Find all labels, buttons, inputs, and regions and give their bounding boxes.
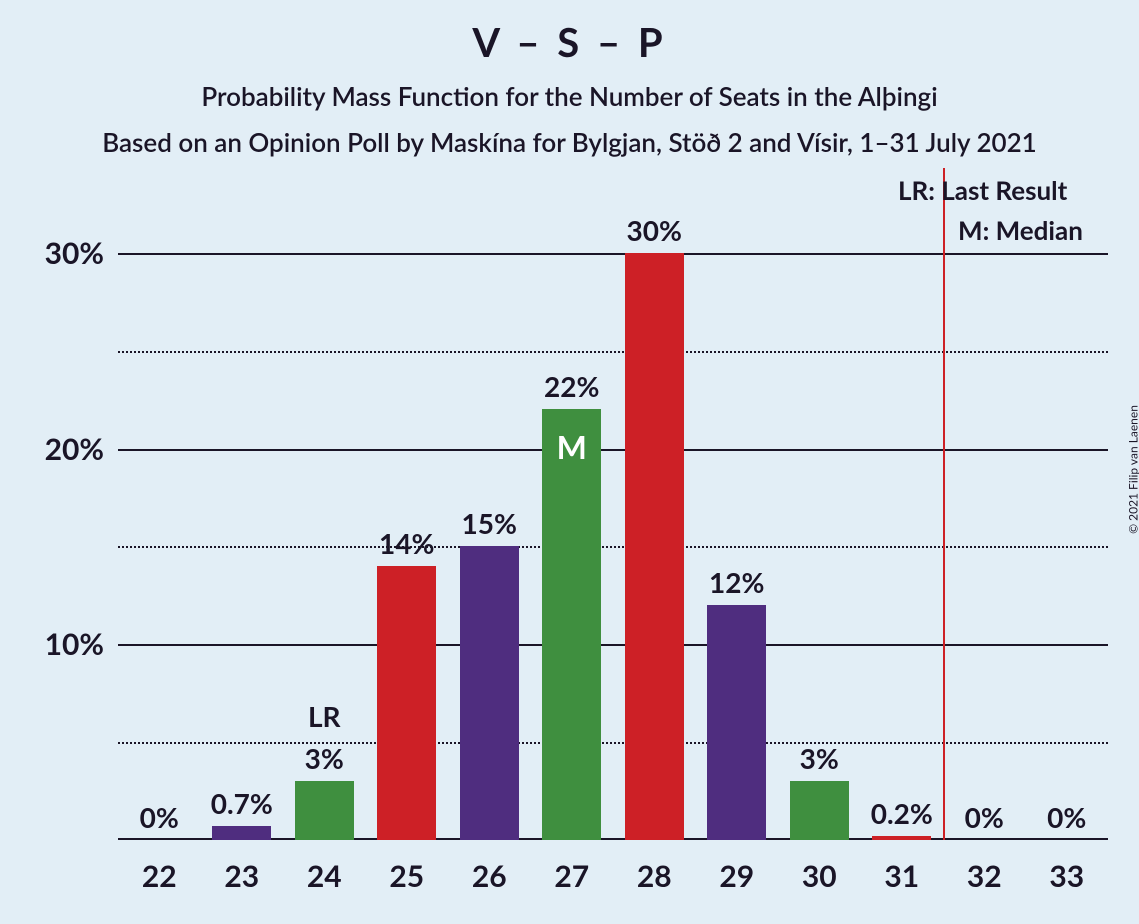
x-tick-label: 27 (554, 840, 589, 894)
last-result-label: LR (308, 699, 341, 733)
x-tick-label: 30 (802, 840, 837, 894)
bar (460, 546, 519, 840)
chart-title: V – S – P (0, 18, 1139, 66)
x-tick-label: 33 (1049, 840, 1084, 894)
bar (707, 605, 766, 840)
y-tick-label: 20% (45, 431, 118, 467)
x-tick-label: 31 (884, 840, 919, 894)
bar-value-label: 0.7% (211, 786, 273, 820)
gridline-minor (118, 546, 1108, 548)
y-tick-label: 30% (45, 235, 118, 271)
bar-value-label: 3% (305, 741, 344, 775)
plot-area: 10%20%30%2223242526272829303132330%0.7%3… (118, 204, 1108, 840)
bar-value-label: 22% (544, 369, 599, 403)
x-tick-label: 24 (307, 840, 342, 894)
bar-value-label: 14% (379, 526, 434, 560)
x-tick-label: 26 (472, 840, 507, 894)
x-tick-label: 32 (967, 840, 1002, 894)
bar (377, 566, 436, 840)
bar-value-label: 0.2% (871, 796, 933, 830)
gridline-major (118, 449, 1108, 451)
gridline-minor (118, 351, 1108, 353)
bar-value-label: 3% (800, 741, 839, 775)
bar (212, 826, 271, 840)
bar (872, 836, 931, 840)
bar (625, 253, 684, 840)
x-tick-label: 25 (389, 840, 424, 894)
bar-value-label: 0% (1047, 800, 1086, 834)
median-label: M (557, 427, 587, 466)
majority-line (943, 168, 945, 840)
gridline-major (118, 644, 1108, 646)
bar-value-label: 0% (140, 800, 179, 834)
y-tick-label: 10% (45, 626, 118, 662)
legend-last-result: LR: Last Result (898, 174, 1067, 206)
x-tick-label: 22 (142, 840, 177, 894)
gridline-minor (118, 742, 1108, 744)
bar-value-label: 15% (462, 506, 517, 540)
copyright-text: © 2021 Filip van Laenen (1126, 405, 1139, 534)
bar-value-label: 0% (965, 800, 1004, 834)
legend-median: M: Median (958, 214, 1083, 246)
chart-container: V – S – P Probability Mass Function for … (0, 0, 1139, 924)
x-tick-label: 28 (637, 840, 672, 894)
bar (295, 781, 354, 840)
bar-value-label: 30% (627, 213, 682, 247)
x-tick-label: 29 (719, 840, 754, 894)
bar (542, 409, 601, 840)
bar (790, 781, 849, 840)
chart-subtitle-1: Probability Mass Function for the Number… (0, 80, 1139, 112)
gridline-major (118, 253, 1108, 255)
chart-subtitle-2: Based on an Opinion Poll by Maskína for … (0, 126, 1139, 158)
bar-value-label: 12% (709, 565, 764, 599)
x-tick-label: 23 (224, 840, 259, 894)
